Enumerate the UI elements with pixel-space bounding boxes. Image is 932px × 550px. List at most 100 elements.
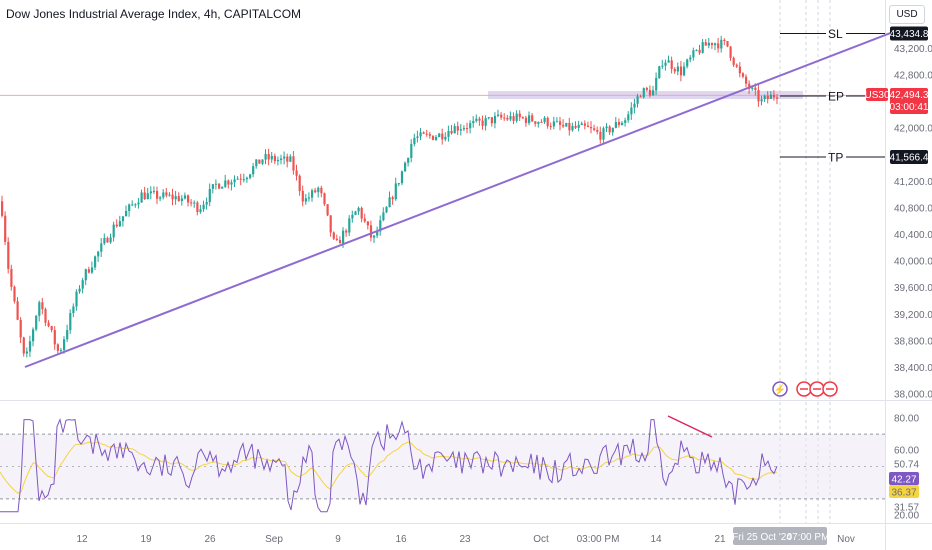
candle-body (354, 211, 357, 215)
candle (534, 121, 537, 127)
candle (87, 266, 90, 274)
price-tick-label: 42,000.0 (894, 124, 932, 135)
candle-body (152, 190, 156, 192)
candle-body (335, 238, 338, 240)
candle (602, 126, 605, 145)
candle-body (735, 64, 738, 67)
candle (397, 182, 400, 187)
candle (630, 102, 633, 120)
candle (636, 93, 639, 108)
price-tick-label: 39,600.0 (894, 283, 932, 294)
candle-body (10, 268, 13, 287)
candle (493, 112, 497, 129)
candle-body (717, 43, 720, 49)
candle (683, 62, 686, 77)
candle (745, 74, 748, 88)
candles (1, 35, 779, 358)
candle (518, 110, 521, 122)
candle (459, 124, 462, 136)
candle (555, 117, 559, 123)
candle-body (38, 302, 41, 316)
candle-body (636, 96, 639, 104)
candle-body (720, 39, 723, 49)
candle (624, 117, 627, 127)
candle-body (419, 132, 422, 137)
candle (717, 37, 720, 53)
candle (574, 121, 577, 129)
candle (264, 149, 267, 165)
candle (689, 54, 692, 63)
candle (360, 206, 363, 223)
candle (664, 59, 667, 71)
candle-body (338, 239, 342, 244)
candle (221, 186, 224, 189)
candle-body (301, 190, 304, 202)
candle (425, 129, 428, 137)
candle-body (428, 134, 431, 136)
candle-body (617, 122, 621, 126)
candle (400, 170, 404, 186)
candle-body (686, 59, 689, 67)
candle-body (648, 89, 652, 96)
candle (227, 179, 230, 189)
candle (276, 156, 280, 166)
time-tick-label: Sep (265, 534, 283, 545)
candle (81, 277, 84, 294)
candle (506, 114, 509, 121)
candle-body (413, 137, 416, 145)
candle-body (233, 179, 236, 183)
candle-body (128, 204, 131, 212)
candle-body (472, 120, 475, 124)
candle-body (56, 344, 59, 351)
candle (549, 122, 552, 130)
time-tick-label: 9 (335, 534, 341, 545)
candle (187, 194, 190, 207)
candle (283, 151, 286, 165)
rsi-tick-label: 50.74 (894, 460, 919, 471)
candle-body (78, 288, 81, 292)
candle-body (53, 330, 56, 345)
candle-body (264, 153, 267, 160)
candle-body (63, 339, 66, 351)
candle-body (776, 97, 779, 99)
candle-body (524, 117, 528, 123)
candle-body (714, 43, 717, 46)
candle (109, 233, 112, 244)
candle-body (47, 322, 50, 327)
candle-body (66, 330, 69, 340)
candle (605, 123, 608, 132)
candle (642, 87, 645, 99)
candle-body (202, 204, 205, 210)
candle (236, 176, 239, 180)
candle (366, 221, 369, 230)
candle (317, 186, 320, 198)
candle (143, 186, 146, 200)
candle (540, 119, 543, 123)
candle (481, 115, 484, 130)
candle-body (404, 162, 407, 172)
currency-button[interactable]: USD (889, 5, 925, 24)
level-tag-text: 41,566.4 (890, 153, 929, 164)
candle-body (537, 121, 540, 124)
candle (10, 264, 13, 291)
candle-body (689, 57, 692, 60)
candle-body (391, 197, 394, 200)
candle-body (255, 159, 258, 167)
candle-body (552, 121, 555, 127)
price-tick-label: 40,800.0 (894, 203, 932, 214)
candle-body (236, 178, 239, 180)
candle (134, 203, 137, 208)
candle-body (670, 60, 673, 69)
price-tick-label: 39,200.0 (894, 310, 932, 321)
candle-body (304, 198, 307, 202)
candle-body (450, 130, 453, 134)
candle-body (695, 49, 698, 51)
candle (596, 126, 599, 135)
candle-body (503, 117, 506, 119)
candle-body (221, 186, 224, 189)
candle (218, 182, 221, 190)
candle-body (704, 42, 707, 46)
candle-body (459, 129, 462, 131)
candle-body (72, 306, 75, 314)
